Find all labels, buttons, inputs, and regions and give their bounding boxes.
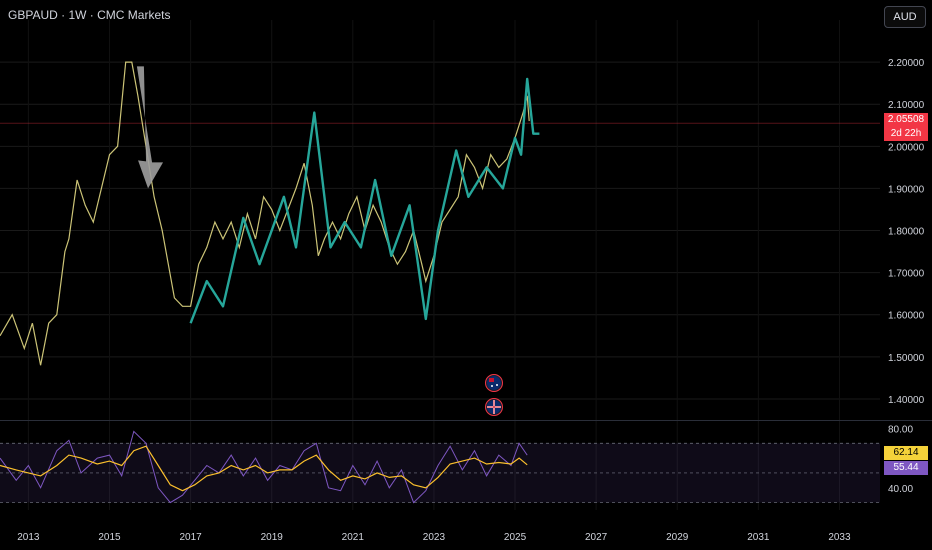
y-tick-label: 1.40000: [888, 395, 925, 406]
symbol-title: GBPAUD · 1W · CMC Markets: [8, 8, 171, 22]
y-tick-label: 1.50000: [888, 353, 925, 364]
rsi-y-tick-label: 40.00: [888, 484, 913, 495]
y-tick-label: 1.70000: [888, 269, 925, 280]
y-tick-label: 2.20000: [888, 58, 925, 69]
rsi-value-label: 62.14: [884, 446, 928, 460]
rsi-ma-value-label: 55.44: [884, 461, 928, 475]
rsi-y-tick-label: 80.00: [888, 424, 913, 435]
x-tick-label: 2015: [98, 532, 121, 543]
y-tick-label: 1.60000: [888, 311, 925, 322]
series-layer: [0, 61, 540, 504]
y-tick-label: 1.80000: [888, 227, 925, 238]
x-tick-label: 2031: [747, 532, 770, 543]
y-tick-label: 2.10000: [888, 100, 925, 111]
rsi-line: [0, 430, 528, 504]
rsi-panel: [0, 442, 880, 503]
x-tick-label: 2027: [585, 532, 608, 543]
y-tick-label: 1.90000: [888, 184, 925, 195]
rsi-ma-line: [0, 445, 528, 492]
x-tick-label: 2013: [17, 532, 40, 543]
united-kingdom-flag-icon[interactable]: [485, 398, 503, 416]
down-arrow-annotation: [136, 66, 164, 189]
axis-layer: 2.20000 2.10000 2.00000 1.90000 1.80000 1.700…: [17, 58, 924, 543]
current-price-label: 2.05508: [884, 113, 928, 127]
x-tick-label: 2023: [423, 532, 446, 543]
currency-button[interactable]: AUD: [884, 6, 926, 28]
bar-countdown-label: 2d 22h: [884, 127, 928, 141]
x-tick-label: 2033: [828, 532, 851, 543]
x-tick-label: 2021: [342, 532, 365, 543]
x-tick-label: 2017: [179, 532, 202, 543]
x-tick-label: 2029: [666, 532, 689, 543]
australia-flag-icon[interactable]: [485, 374, 503, 392]
x-tick-label: 2025: [504, 532, 527, 543]
x-tick-label: 2019: [261, 532, 284, 543]
zigzag-line: [189, 77, 540, 324]
y-tick-label: 2.00000: [888, 142, 925, 153]
price-candles: [0, 61, 530, 366]
